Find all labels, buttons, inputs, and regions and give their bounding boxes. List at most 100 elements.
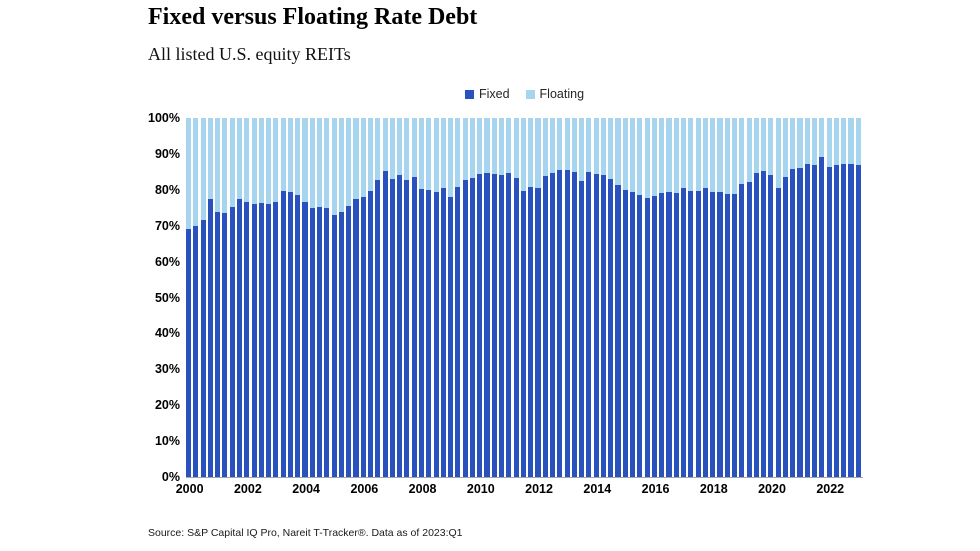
stacked-bar: [753, 118, 759, 477]
stacked-bar: [215, 118, 221, 477]
floating-segment: [309, 118, 315, 208]
floating-segment: [637, 118, 643, 196]
fixed-segment: [499, 174, 505, 477]
fixed-segment: [710, 192, 716, 477]
floating-segment: [426, 118, 432, 191]
stacked-bar: [477, 118, 483, 477]
floating-segment: [622, 118, 628, 191]
floating-segment: [448, 118, 454, 197]
fixed-segment: [579, 181, 585, 477]
x-tick-label: 2016: [641, 482, 670, 496]
fixed-segment: [600, 175, 607, 477]
stacked-bar: [724, 118, 730, 477]
floating-segment: [855, 118, 861, 166]
stacked-bar: [688, 118, 694, 477]
stacked-bar: [819, 118, 825, 477]
chart-title: Fixed versus Floating Rate Debt: [148, 4, 478, 30]
stacked-bar: [222, 118, 228, 477]
floating-segment: [804, 118, 810, 164]
stacked-bar: [608, 118, 614, 477]
x-tick-label: 2022: [816, 482, 845, 496]
floating-segment: [499, 118, 505, 175]
stacked-bar: [630, 118, 636, 477]
fixed-segment: [520, 190, 526, 477]
floating-segment: [753, 118, 759, 174]
fixed-segment: [484, 173, 490, 477]
y-tick-label: 90%: [154, 146, 180, 161]
fixed-segment: [775, 187, 781, 477]
fixed-segment: [724, 194, 730, 477]
stacked-bar: [317, 118, 323, 477]
stacked-bar: [287, 118, 293, 477]
fixed-segment: [418, 189, 425, 477]
fixed-segment: [622, 190, 628, 477]
stacked-bar: [426, 118, 432, 477]
fixed-segment: [309, 207, 315, 477]
floating-segment: [528, 118, 534, 187]
x-tick-label: 2000: [175, 482, 204, 496]
floating-segment: [287, 118, 293, 193]
fixed-segment: [659, 193, 665, 477]
fixed-segment: [630, 192, 636, 477]
stacked-bar: [710, 118, 716, 477]
fixed-segment: [513, 178, 519, 477]
stacked-bar: [338, 118, 344, 477]
fixed-segment: [688, 190, 694, 477]
stacked-bar: [768, 118, 774, 477]
floating-segment: [761, 118, 767, 172]
fixed-segment: [790, 169, 796, 477]
fixed-segment: [564, 170, 570, 477]
floating-segment: [593, 118, 599, 174]
stacked-bar: [280, 118, 286, 477]
fixed-segment: [222, 213, 228, 477]
fixed-segment: [215, 211, 221, 477]
stacked-bar: [644, 118, 650, 477]
floating-segment: [411, 118, 417, 178]
stacked-bar: [251, 118, 257, 477]
fixed-segment: [666, 192, 672, 477]
fixed-segment: [528, 186, 534, 477]
floating-segment: [207, 118, 213, 200]
floating-swatch-icon: [525, 89, 535, 99]
x-tick-label: 2006: [350, 482, 379, 496]
fixed-segment: [440, 187, 446, 477]
floating-segment: [608, 118, 614, 180]
stacked-bar: [397, 118, 403, 477]
fixed-segment: [768, 175, 774, 477]
x-tick-label: 2002: [233, 482, 262, 496]
floating-segment: [215, 118, 221, 212]
x-tick-label: 2004: [292, 482, 321, 496]
fixed-segment: [229, 206, 235, 477]
stacked-bar: [622, 118, 628, 477]
fixed-segment: [819, 156, 825, 477]
floating-segment: [848, 118, 854, 165]
fixed-segment: [280, 190, 286, 477]
floating-segment: [644, 118, 650, 198]
floating-segment: [186, 118, 192, 229]
floating-segment: [571, 118, 577, 173]
floating-segment: [353, 118, 359, 200]
floating-segment: [797, 118, 803, 169]
x-tick-label: 2018: [699, 482, 728, 496]
fixed-segment: [397, 175, 403, 477]
x-axis: 2000 2002 2004 2006 2008 2010 2012 2014 2016 2018…: [176, 482, 863, 498]
stacked-bar: [651, 118, 657, 477]
floating-segment: [782, 118, 789, 177]
floating-segment: [324, 118, 330, 208]
stacked-bar: [229, 118, 235, 477]
stacked-bar: [186, 118, 192, 477]
fixed-segment: [477, 174, 483, 477]
floating-segment: [666, 118, 672, 193]
stacked-bar: [615, 118, 621, 477]
stacked-bar: [717, 118, 723, 477]
stacked-bar: [775, 118, 781, 477]
floating-segment: [440, 118, 446, 188]
stacked-bar: [513, 118, 519, 477]
floating-segment: [724, 118, 730, 195]
y-tick-label: 50%: [154, 290, 180, 305]
fixed-segment: [411, 177, 417, 477]
fixed-segment: [681, 188, 687, 477]
stacked-bar: [440, 118, 446, 477]
fixed-segment: [258, 202, 264, 477]
fixed-segment: [360, 196, 366, 477]
